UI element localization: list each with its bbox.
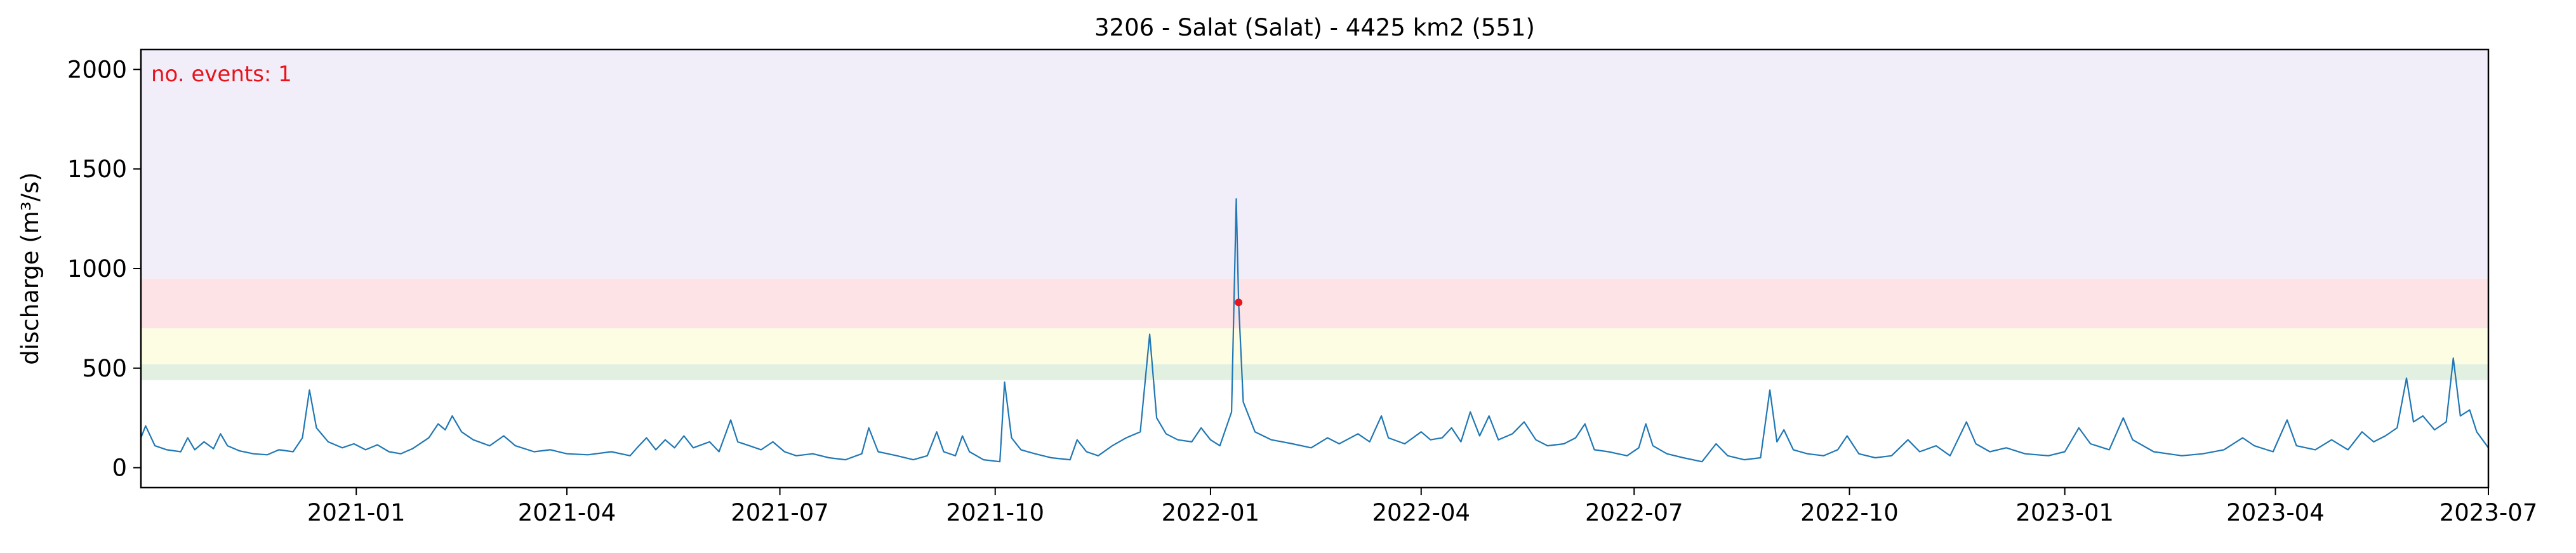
- y-tick-label: 1500: [67, 156, 127, 183]
- x-tick-label: 2021-07: [731, 499, 829, 526]
- x-tick-label: 2022-07: [1585, 499, 1683, 526]
- discharge-line: [140, 198, 2489, 463]
- threshold-bands: [141, 50, 2488, 380]
- x-tick-label: 2022-10: [1800, 499, 1899, 526]
- event-point: [1235, 298, 1243, 307]
- event-count-annotation: no. events: 1: [151, 62, 292, 87]
- x-tick-label: 2023-01: [2015, 499, 2114, 526]
- x-tick-label: 2023-07: [2440, 499, 2538, 526]
- x-tick-label: 2022-04: [1372, 499, 1470, 526]
- y-tick-label: 1000: [67, 255, 127, 283]
- event-markers: [1235, 298, 1243, 307]
- y-tick-label: 2000: [67, 56, 127, 83]
- y-tick-label: 0: [112, 455, 127, 482]
- series-layer: [140, 198, 2489, 463]
- x-tick-label: 2022-01: [1162, 499, 1260, 526]
- x-tick-label: 2021-10: [946, 499, 1044, 526]
- x-tick-label: 2021-01: [307, 499, 406, 526]
- y-axis-title: discharge (m³/s): [17, 172, 44, 365]
- threshold-band: [141, 278, 2488, 329]
- threshold-band: [141, 364, 2488, 380]
- x-tick-label: 2023-04: [2226, 499, 2325, 526]
- y-axis: 0 500 1000 1500 2000: [67, 56, 141, 482]
- chart-title: 3206 - Salat (Salat) - 4425 km2 (551): [1094, 14, 1535, 41]
- y-tick-label: 500: [82, 355, 127, 382]
- x-axis: 2021-01 2021-04 2021-07 2021-10 2022-01 2022-…: [307, 488, 2537, 526]
- threshold-band: [141, 328, 2488, 364]
- x-tick-label: 2021-04: [518, 499, 616, 526]
- threshold-band: [141, 50, 2488, 279]
